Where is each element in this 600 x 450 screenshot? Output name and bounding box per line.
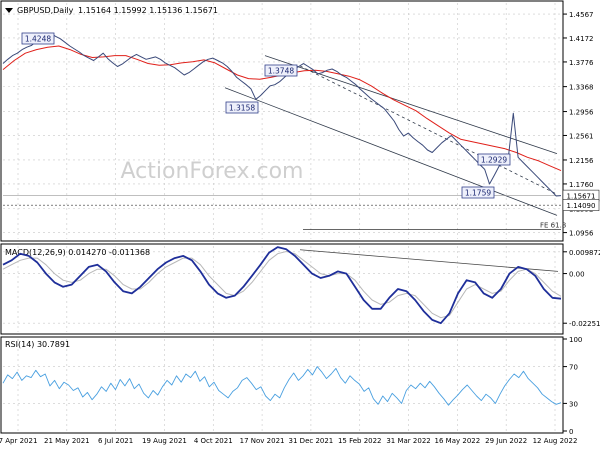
channel-lower-line	[224, 87, 558, 216]
y-tick-label: 1.2956	[569, 109, 594, 117]
rsi-panel-frame	[0, 336, 564, 434]
axis-layer: 7 Apr 2021 21 May 2021 6 Jul 2021 19 Aug 20…	[0, 11, 600, 445]
y-tick-label: 1.2156	[569, 157, 594, 165]
y-tick-label: -0.022516	[569, 320, 600, 328]
x-tick-label: 7 Apr 2021	[0, 437, 37, 445]
x-tick-label: 21 May 2021	[44, 437, 90, 445]
annotation-label: 1.1759	[465, 189, 491, 198]
x-tick-label: 15 Feb 2022	[338, 437, 382, 445]
macd-panel-frame	[0, 243, 564, 335]
macd-layer	[2, 246, 562, 325]
x-tick-label: 4 Oct 2021	[194, 437, 233, 445]
annotation-box	[21, 32, 55, 45]
channel-upper-line	[264, 55, 558, 155]
rsi-layer	[2, 366, 562, 406]
x-tick-label: 29 Jun 2022	[485, 437, 527, 445]
x-tick-label: 19 Aug 2021	[142, 437, 187, 445]
x-tick-label: 6 Jul 2021	[98, 437, 133, 445]
y-tick-label: 0.009872	[569, 249, 600, 257]
y-tick-label: 0.00	[569, 271, 585, 279]
price-panel-frame	[0, 0, 564, 242]
annotation-box	[461, 186, 495, 199]
y-tick-label: 1.3776	[569, 59, 594, 67]
annotation-label: 1.3158	[229, 104, 255, 113]
annotation-box	[477, 153, 511, 166]
macd-signal-line	[2, 251, 562, 319]
x-tick-label: 17 Nov 2021	[240, 437, 285, 445]
annotation-label: 1.4248	[25, 35, 51, 44]
annotation-box	[264, 64, 298, 77]
y-tick-label: 1.1760	[569, 181, 594, 189]
macd-trendline	[299, 249, 559, 272]
y-tick-label: 30	[569, 400, 578, 408]
y-tick-label: 1.4567	[569, 11, 594, 19]
dropdown-triangle-icon[interactable]	[5, 8, 13, 13]
grid-layer	[3, 3, 561, 431]
annotation-label: 1.2929	[481, 156, 507, 165]
ohlc-values: 1.15164 1.15992 1.15136 1.15671	[78, 6, 218, 15]
price-layer: FE 61.8 1.4248 1.3748 1.3158 1.2929 1.1759	[2, 32, 566, 230]
current-price-tag-label: 1.15671	[567, 193, 596, 201]
y-tick-label: 70	[569, 364, 578, 372]
level-price-tag	[562, 199, 600, 211]
rsi-line	[2, 366, 562, 406]
x-tick-label: 12 Aug 2022	[533, 437, 578, 445]
y-tick-label: 100	[569, 336, 582, 344]
rsi-title: RSI(14) 30.7891	[5, 340, 70, 349]
watermark: ActionForex.com	[121, 159, 304, 184]
level-price-tag-label: 1.14090	[567, 202, 596, 210]
y-tick-label: 1.3368	[569, 84, 594, 92]
fe-label: FE 61.8	[540, 222, 566, 230]
price-line	[2, 32, 562, 197]
symbol-label: GBPUSD,Daily	[17, 6, 74, 15]
annotation-box	[225, 101, 259, 114]
x-tick-label: 31 Mar 2022	[386, 437, 430, 445]
x-tick-label: 16 May 2022	[435, 437, 481, 445]
x-tick-label: 31 Dec 2021	[289, 437, 334, 445]
y-tick-label: 1.0956	[569, 230, 594, 238]
y-tick-label: 0	[569, 428, 573, 436]
y-tick-label: 1.4172	[569, 35, 594, 43]
macd-line	[2, 246, 562, 325]
annotation-label: 1.3748	[268, 67, 294, 76]
y-tick-label: 1.2561	[569, 132, 594, 140]
macd-title: MACD(12,26,9) 0.014270 -0.011368	[5, 248, 150, 257]
